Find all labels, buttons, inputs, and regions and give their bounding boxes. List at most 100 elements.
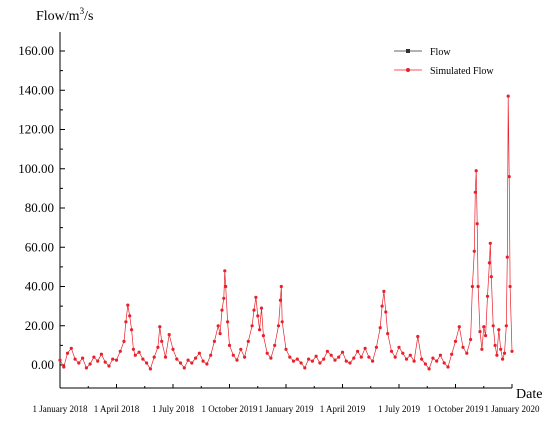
y-tick-label: 100.00 [18,161,54,176]
data-point [131,347,135,351]
data-point [243,355,247,359]
y-tick-label: 20.00 [25,318,54,333]
data-point [209,353,213,357]
legend-simulated-marker [406,68,410,72]
data-point [487,261,491,265]
data-point [295,357,299,361]
data-point [356,349,360,353]
data-point [472,249,476,253]
data-point [442,361,446,365]
data-point [124,320,128,324]
data-point [499,347,503,351]
data-point [284,347,288,351]
data-point [352,356,356,360]
legend-simulated-label: Simulated Flow [430,66,494,77]
x-tick-label: 1 January 2018 [33,404,88,414]
data-point [252,308,256,312]
data-point [152,355,156,359]
data-point [145,361,149,365]
y-tick-label: 80.00 [25,200,54,215]
y-tick-label: 160.00 [18,43,54,58]
data-point [81,356,85,360]
data-point [488,241,492,245]
data-point [99,352,103,356]
data-point [416,334,420,339]
data-point [258,328,262,332]
data-point [504,324,508,328]
data-point [507,175,511,179]
y-tick-label: 140.00 [18,82,54,97]
data-point [280,320,284,324]
data-point [227,343,232,347]
data-point [482,325,486,329]
data-point [446,365,450,369]
data-point [224,284,228,289]
data-point [333,358,337,362]
data-point [126,303,130,307]
data-point [412,359,416,363]
data-point [269,356,273,360]
flow-series-points [58,94,514,371]
data-point [96,359,100,363]
data-point [259,306,264,310]
x-tick-label: 1 July 2018 [152,404,195,414]
data-point [431,356,435,360]
data-point [205,362,209,366]
data-point [276,324,281,328]
data-point [231,353,235,357]
data-point [493,343,497,347]
data-point [190,361,194,365]
data-point [475,222,479,226]
data-point [408,353,412,357]
data-point [186,358,190,362]
data-point [506,94,510,98]
data-point [160,339,164,343]
data-point [461,345,465,349]
chart-legend: Flow Simulated Flow [394,47,494,77]
data-point [420,357,424,361]
data-point [88,362,92,366]
x-tick-label: 1 October 2019 [202,404,258,414]
data-point [122,339,126,343]
data-point [137,350,141,354]
data-point [314,354,318,358]
data-point [480,347,484,351]
data-point [310,359,314,363]
y-axis-title: Flow/m3/s [36,6,93,24]
data-point [212,339,216,343]
data-point [58,358,62,362]
data-point [201,359,205,363]
data-point [470,284,474,289]
data-point [303,366,307,370]
data-point [505,255,509,259]
data-point [423,362,427,366]
data-point [65,351,70,355]
data-point [235,358,239,362]
data-point [508,284,512,289]
data-point [307,357,311,361]
data-point [265,351,269,355]
data-point [130,328,134,332]
data-point [389,349,394,353]
data-point [141,357,145,361]
data-point [273,343,277,347]
data-point [501,357,505,361]
data-point [107,364,111,368]
data-point [378,326,382,330]
data-point [371,359,375,363]
data-point [114,358,119,362]
data-point [171,347,175,351]
data-point [175,357,179,361]
data-point [438,353,442,357]
data-point [384,310,388,314]
data-point [261,334,265,338]
x-tick-label: 1 July 2019 [378,404,421,414]
data-point [497,328,501,332]
data-point [489,275,493,279]
data-point [178,361,183,365]
data-point [325,349,329,353]
data-point [103,360,107,364]
data-point [77,361,81,365]
data-point [348,361,352,365]
data-point [197,351,201,355]
